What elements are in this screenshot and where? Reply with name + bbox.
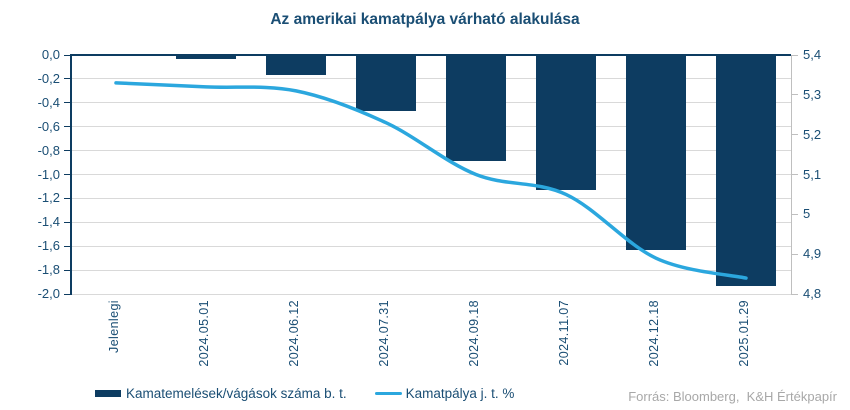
left-axis-tick: [64, 221, 70, 223]
bar: [176, 56, 236, 59]
left-axis-tick: [64, 126, 70, 128]
right-axis-line: [791, 55, 792, 295]
gridline: [71, 78, 791, 80]
right-axis-tick: [792, 54, 798, 56]
right-axis-tick: [792, 293, 798, 295]
bar: [626, 56, 686, 250]
y-axis-label-left: -0,4: [37, 94, 60, 110]
right-axis-tick: [792, 213, 798, 215]
source-note: Forrás: Bloomberg, K&H Értékpapír: [628, 389, 837, 404]
legend-line-label: Kamatpálya j. t. %: [405, 386, 515, 401]
left-axis-tick: [64, 174, 70, 175]
bar: [536, 56, 596, 191]
y-axis-label-right: 5,4: [803, 47, 822, 62]
y-axis-label-right: 4,8: [803, 286, 822, 301]
legend: Kamatemelések/vágások száma b. t. Kamatp…: [95, 386, 514, 401]
left-axis-tick: [64, 54, 70, 56]
x-axis-label: Jelenlegi: [107, 300, 121, 353]
left-axis-tick: [64, 293, 70, 295]
bar: [446, 56, 506, 162]
y-axis-label-left: -1,4: [37, 214, 60, 230]
y-axis-label-left: -1,8: [37, 262, 60, 278]
right-axis-tick: [792, 134, 798, 136]
zero-axis-line: [71, 54, 791, 56]
x-axis-label: 2024.11.07: [557, 300, 571, 366]
y-axis-label-right: 5,2: [803, 126, 822, 142]
y-axis-label-left: -0,6: [37, 118, 60, 134]
right-axis-tick: [792, 174, 798, 175]
bar: [266, 56, 326, 76]
y-axis-label-left: -2,0: [37, 286, 60, 301]
legend-line-swatch: [374, 391, 402, 396]
gridline: [71, 269, 791, 271]
y-axis-label-right: 5,3: [803, 86, 822, 102]
y-axis-label-right: 4,9: [803, 246, 822, 262]
chart-title: Az amerikai kamatpálya várható alakulása: [270, 11, 580, 28]
y-axis-label-left: -1,6: [37, 238, 60, 254]
x-axis-label: 2024.05.01: [197, 300, 211, 367]
y-axis-label-left: 0,0: [41, 47, 60, 62]
y-axis-label-right: 5: [803, 206, 811, 222]
left-axis-tick: [64, 245, 70, 247]
x-axis-label: 2024.09.18: [467, 300, 481, 367]
left-axis-line: [70, 54, 72, 295]
right-axis-tick: [792, 253, 798, 255]
x-axis-label: 2024.06.12: [287, 300, 301, 367]
left-axis-tick: [64, 197, 70, 199]
x-axis-label: 2024.12.18: [647, 300, 661, 367]
left-axis-tick: [64, 269, 70, 271]
left-axis-tick: [64, 150, 70, 152]
gridline: [71, 293, 791, 295]
x-axis-label: 2024.07.31: [377, 300, 391, 367]
legend-bar-label: Kamatemelések/vágások száma b. t.: [126, 386, 347, 401]
y-axis-label-left: -0,2: [37, 70, 60, 86]
bar: [716, 56, 776, 286]
right-axis-tick: [792, 94, 798, 96]
left-axis-tick: [64, 102, 70, 104]
y-axis-label-left: -1,0: [37, 166, 60, 182]
left-axis-tick: [64, 78, 70, 80]
y-axis-label-left: -1,2: [37, 190, 60, 206]
bar: [356, 56, 416, 112]
y-axis-label-right: 5,1: [803, 166, 822, 182]
legend-bar-swatch: [95, 390, 121, 397]
y-axis-label-left: -0,8: [37, 142, 60, 158]
x-axis-label: 2025.01.29: [737, 300, 751, 367]
